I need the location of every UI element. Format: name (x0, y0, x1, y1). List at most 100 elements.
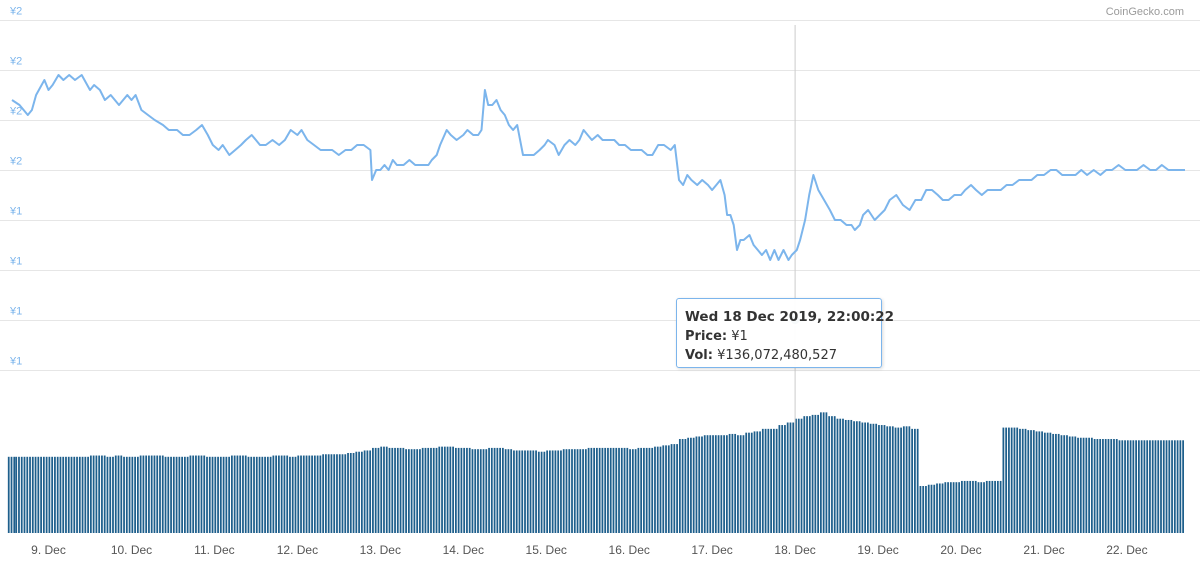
volume-bar (579, 449, 582, 533)
tooltip-vol-label: Vol: (685, 348, 713, 363)
volume-bar (847, 419, 850, 533)
volume-bar (637, 447, 640, 533)
volume-bar (778, 425, 781, 533)
volume-bar (233, 455, 236, 533)
volume-bar (349, 452, 352, 533)
volume-bar (665, 445, 667, 533)
volume-bar (521, 450, 524, 533)
volume-bar (925, 486, 927, 533)
volume-bar (443, 446, 446, 533)
volume-bar (1173, 440, 1176, 533)
volume-bar (742, 435, 745, 533)
volume-bar (363, 450, 366, 533)
volume-bar (1041, 431, 1043, 533)
volume-bar (565, 449, 568, 533)
volume-bar (1074, 436, 1077, 533)
volume-bar (189, 455, 192, 533)
volume-bar (1154, 440, 1157, 533)
volume-bar (562, 449, 565, 533)
volume-bar (996, 480, 999, 533)
volume-bar (620, 447, 623, 533)
tooltip-price-label: Price: (685, 329, 728, 344)
volume-bar (333, 454, 336, 533)
volume-bar (712, 435, 714, 533)
volume-bar (656, 446, 659, 533)
volume-bar (897, 427, 900, 533)
volume-bar (1102, 439, 1104, 533)
volume-bar (983, 482, 985, 533)
volume-bar (977, 482, 980, 533)
volume-bar (670, 444, 673, 533)
volume-bar (958, 482, 961, 533)
volume-bar (441, 446, 443, 533)
volume-bar (684, 439, 687, 533)
volume-bar (1030, 430, 1032, 533)
volume-bar (1049, 432, 1052, 533)
volume-bar (410, 449, 413, 533)
volume-bar (667, 445, 670, 533)
volume-bar (131, 456, 134, 533)
volume-bar (197, 455, 200, 533)
volume-bar (170, 456, 172, 533)
volume-bar (275, 455, 278, 533)
volume-bar (161, 455, 164, 533)
volume-bar (714, 435, 717, 533)
volume-bar (919, 486, 922, 533)
volume-bar (175, 456, 178, 533)
volume-bar (286, 455, 289, 533)
volume-bar (590, 447, 593, 533)
volume-bar (678, 439, 681, 533)
volume-bar (775, 428, 778, 533)
volume-bar (1165, 440, 1168, 533)
volume-bar (396, 447, 399, 533)
date-axis-labels: 9. Dec 10. Dec 11. Dec 12. Dec 13. Dec 14. De… (31, 543, 1147, 557)
volume-bar (891, 426, 894, 533)
volume-bar (1035, 431, 1038, 533)
volume-bar (618, 447, 620, 533)
volume-bar (341, 454, 344, 533)
volume-bar (551, 450, 554, 533)
volume-bar (40, 456, 42, 533)
volume-bar (101, 455, 103, 533)
volume-bar (438, 446, 441, 533)
volume-bar (878, 425, 880, 533)
volume-bar (1135, 440, 1137, 533)
volume-bar (905, 426, 908, 533)
volume-bar (214, 456, 217, 533)
volume-bar (300, 455, 302, 533)
credit-label[interactable]: CoinGecko.com (1105, 6, 1184, 18)
volume-bar (87, 456, 89, 533)
date-tick-label: 22. Dec (1106, 543, 1147, 557)
volume-bar (573, 449, 576, 533)
volume-bar (488, 447, 490, 533)
volume-bar (109, 456, 112, 533)
volume-bar (1043, 432, 1046, 533)
price-tick-label: ¥1 (9, 306, 22, 318)
volume-bar (73, 456, 76, 533)
volume-bar (186, 456, 189, 533)
volume-bar (20, 456, 23, 533)
volume-bar (654, 446, 656, 533)
volume-bar (720, 435, 723, 533)
volume-bar (178, 456, 181, 533)
volume-bar (468, 447, 471, 533)
volume-bar (225, 456, 228, 533)
volume-bar (114, 455, 117, 533)
volume-bar (59, 456, 62, 533)
volume-bar (336, 454, 338, 533)
volume-bar (607, 447, 609, 533)
volume-bar (1118, 440, 1121, 533)
volume-bar (767, 428, 770, 533)
volume-bar (56, 456, 59, 533)
volume-bar (571, 449, 573, 533)
volume-bar (156, 455, 159, 533)
volume-bar (435, 447, 438, 533)
volume-bar (62, 456, 65, 533)
volume-bar (549, 450, 551, 533)
volume-bar (1068, 436, 1071, 533)
volume-bar (430, 447, 432, 533)
volume-bar (792, 422, 795, 533)
volume-bar (427, 447, 430, 533)
volume-bar (269, 456, 272, 533)
